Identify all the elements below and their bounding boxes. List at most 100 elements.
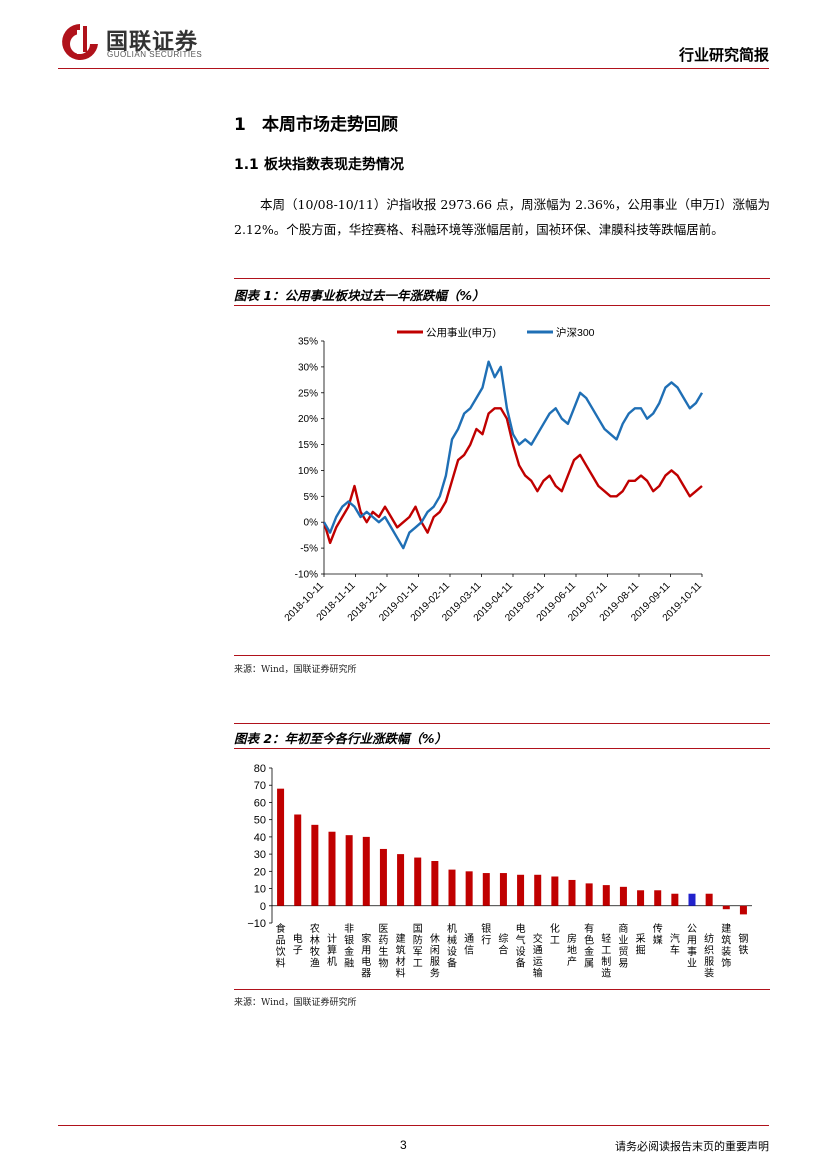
chart2-y-tick-label: 70 — [254, 780, 266, 792]
figure1-top-line — [234, 278, 770, 279]
chart2-category-label-char: 交 — [533, 932, 543, 945]
chart2-category-label-char: 电 — [516, 922, 526, 935]
figure1-title-line — [234, 305, 770, 306]
chart2-category-label-char: 传 — [653, 923, 663, 935]
chart1-y-tick-label: 0% — [304, 518, 319, 529]
chart2-category-label-char: 运 — [533, 956, 543, 968]
chart2-category-label-char: 防 — [413, 934, 423, 947]
chart1-y-tick-label: 20% — [298, 414, 318, 425]
chart2-category-label-char: 军 — [413, 946, 423, 958]
chart1-y-tick-label: 30% — [298, 362, 318, 373]
chart2-bar — [705, 893, 713, 906]
chart1-legend-label: 公用事业(申万) — [426, 326, 496, 339]
chart2-category-label-char: 家 — [361, 932, 371, 945]
chart2-category-label-char: 金 — [584, 945, 594, 958]
chart2-category-label-char: 采 — [636, 933, 646, 945]
chart2-category-label-char: 造 — [601, 967, 611, 980]
chart2-category-label-char: 色 — [584, 934, 594, 947]
chart2-category-label-char: 气 — [516, 934, 526, 947]
chart2-category-label-char: 装 — [721, 945, 731, 958]
chart1-y-tick-label: -10% — [295, 570, 318, 581]
chart2-category-label-char: 事 — [687, 945, 697, 958]
chart2-category-label-char: 器 — [361, 968, 371, 980]
chart2-category-label-char: 媒 — [653, 935, 663, 947]
chart2-category-label-char: 非 — [344, 923, 354, 935]
chart2-category-label-char: 车 — [670, 944, 680, 957]
chart2-category-label-char: 公 — [687, 924, 697, 935]
chart1-y-tick-label: 35% — [298, 337, 318, 348]
chart2-category-label-char: 用 — [687, 936, 697, 947]
chart2-category-label-char: 贸 — [618, 946, 628, 958]
logo-chinese-name: 国联证券 — [106, 30, 199, 55]
chart1-series — [322, 360, 704, 550]
chart2-category-label-char: 通 — [464, 933, 474, 945]
chart2-y-tick-label: 80 — [254, 763, 266, 775]
chart2-category-label-char: 设 — [516, 946, 526, 958]
chart2-category-label-char: 房 — [567, 932, 577, 945]
chart2-bar — [328, 831, 336, 906]
section-title: 本周市场走势回顾 — [262, 115, 398, 135]
chart1-x-axis: 2018-10-112018-11-112018-12-112019-01-11… — [283, 573, 704, 624]
chart2-category-label-char: 生 — [378, 945, 388, 958]
chart2-bar — [362, 836, 370, 906]
chart2-bar — [379, 848, 387, 906]
chart2-category-label-char: 服 — [430, 956, 440, 968]
chart1-y-tick-label: 25% — [298, 388, 318, 399]
chart2-bar — [619, 886, 627, 906]
chart2-category-label-char: 合 — [498, 944, 508, 957]
chart2-category-label-char: 子 — [293, 945, 303, 957]
figure2-source: 来源：Wind，国联证券研究所 — [234, 998, 357, 1008]
chart2-category-label-char: 电 — [293, 932, 303, 945]
page-number: 3 — [400, 1138, 407, 1152]
chart2-category-label-char: 筑 — [721, 934, 731, 947]
chart2-category-label-char: 饰 — [721, 957, 731, 970]
chart2-category-label-char: 制 — [601, 955, 611, 968]
chart2-bar — [277, 788, 285, 906]
chart2-bar — [602, 885, 610, 906]
subsection-title: 板块指数表现走势情况 — [264, 157, 404, 173]
chart1-y-tick-label: 5% — [304, 492, 319, 503]
chart2-category-label-char: 饮 — [276, 945, 286, 958]
line-chart-utilities-vs-csi300: 公用事业(申万) 沪深300 35% 30% 25% 20% 15% 10% 5% 0% -5% -… — [283, 326, 705, 624]
chart2-category-label-char: 休 — [430, 933, 440, 945]
chart2-category-label-char: 筑 — [396, 944, 406, 957]
chart2-category-label-char: 工 — [601, 946, 611, 957]
chart2-y-tick-label: 40 — [254, 832, 266, 844]
chart2-category-label-char: 工 — [413, 959, 423, 970]
chart2-bar — [397, 854, 405, 906]
chart2-y-tick-label: 30 — [254, 849, 266, 861]
chart2-bar — [654, 890, 662, 906]
chart2-category-label-char: 医 — [378, 923, 388, 935]
chart2-category-label-char: 业 — [687, 958, 697, 970]
header-divider — [58, 68, 769, 69]
chart2-category-label-char: 工 — [550, 936, 560, 947]
chart2-category-label-char: 织 — [704, 945, 714, 957]
chart2-category-label-char: 农 — [310, 922, 320, 935]
chart2-category-label-char: 牧 — [310, 945, 320, 958]
guolian-logo-icon — [62, 24, 98, 60]
chart1-y-axis: 35% 30% 25% 20% 15% 10% 5% 0% -5% -10% — [295, 337, 325, 581]
chart2-category-label-char: 属 — [584, 958, 594, 970]
chart2-category-label-char: 装 — [704, 967, 714, 980]
chart2-category-label-char: 建 — [396, 932, 406, 945]
chart2-category-label-char: 化 — [550, 922, 560, 935]
chart2-category-label-char: 电 — [361, 955, 371, 968]
chart2-category-label-char: 信 — [464, 945, 474, 957]
chart2-bar — [671, 893, 679, 906]
chart2-bar — [311, 824, 319, 906]
figure1-title: 图表 1：公用事业板块过去一年涨跌幅（%） — [234, 288, 485, 303]
chart2-bar — [739, 905, 747, 915]
chart1-series-line — [322, 407, 703, 545]
chart2-bar — [551, 876, 559, 906]
chart2-category-label-char: 机 — [327, 955, 337, 968]
chart2-category-label-char: 务 — [430, 967, 440, 980]
chart2-bar — [448, 869, 456, 906]
chart2-category-label-char: 药 — [378, 935, 388, 947]
chart2-bar — [722, 905, 730, 910]
figure2-title-line — [234, 748, 770, 749]
figure2-bottom-line — [234, 989, 770, 990]
chart2-bar — [534, 874, 542, 906]
chart1-y-tick-label: 10% — [298, 466, 318, 477]
chart2-bar — [637, 890, 645, 906]
chart2-category-label-char: 计 — [327, 932, 337, 945]
